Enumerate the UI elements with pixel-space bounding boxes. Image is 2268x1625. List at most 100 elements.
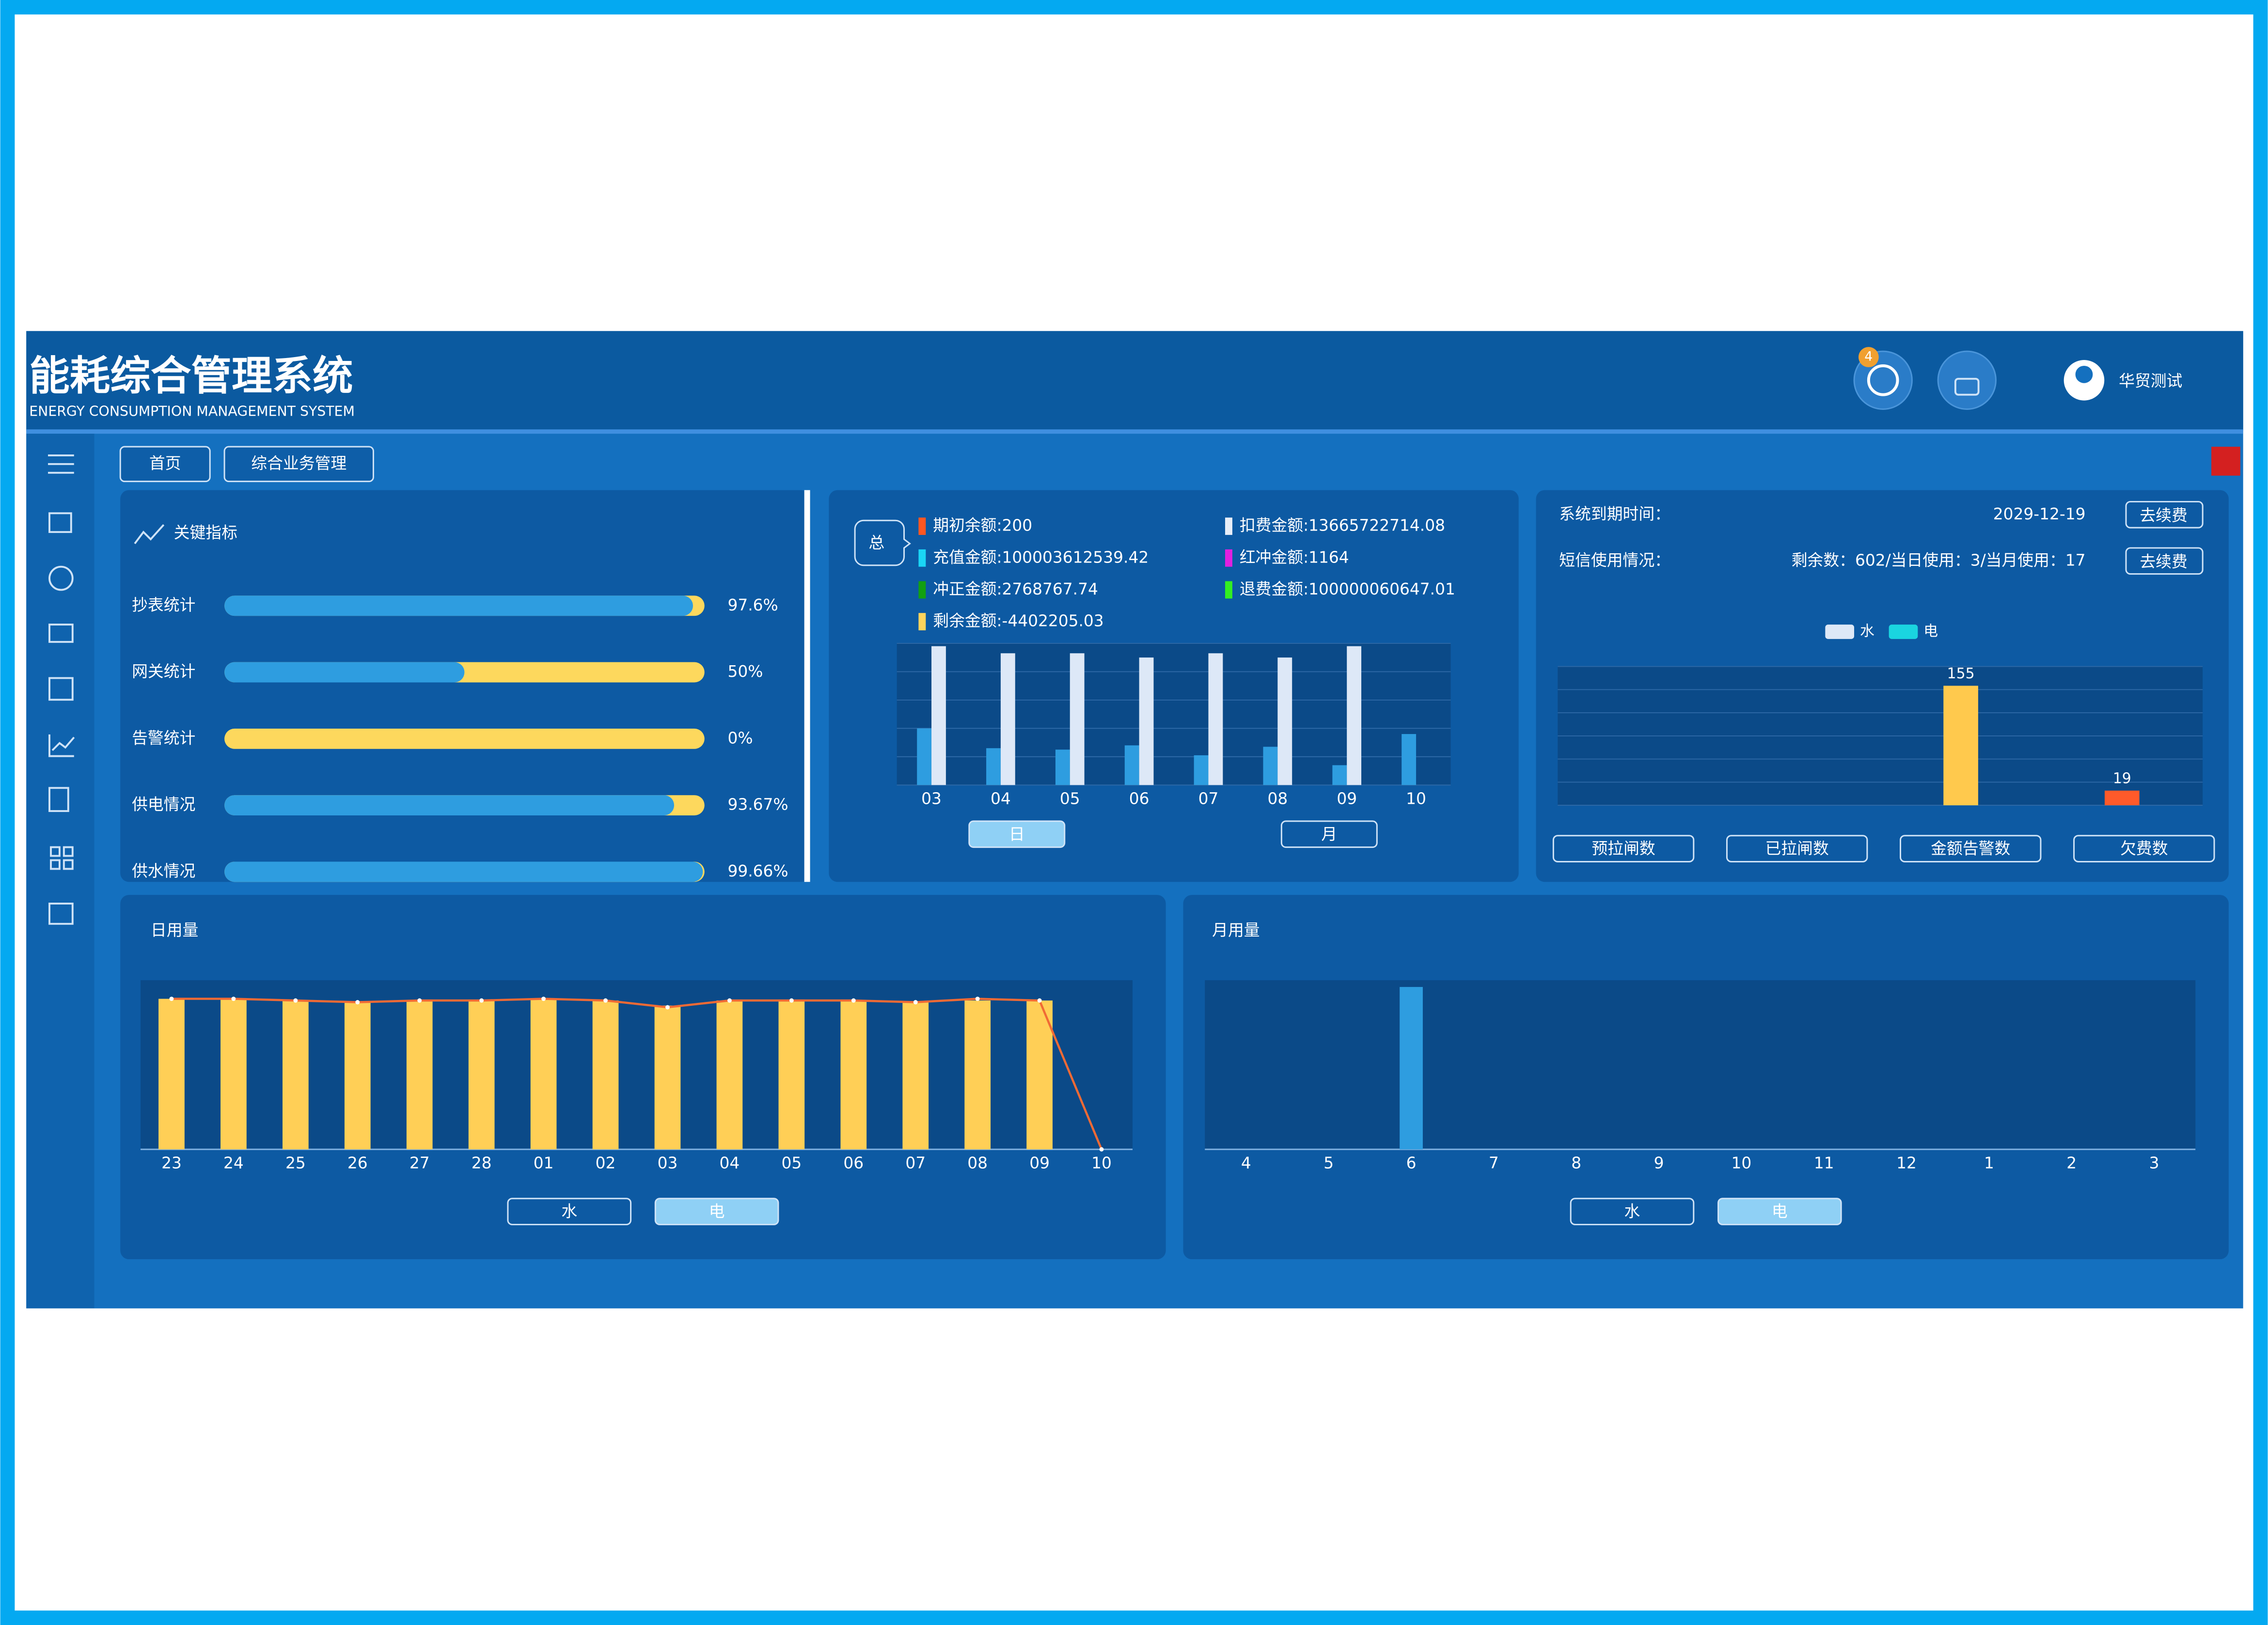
- bar: [406, 1000, 433, 1150]
- x-tick-label: 09: [1337, 790, 1357, 808]
- toggle-button[interactable]: [654, 1198, 779, 1225]
- lock-button[interactable]: [1937, 350, 1997, 410]
- x-tick-label: 7: [1489, 1154, 1499, 1172]
- indicator-bar: [224, 595, 693, 616]
- renew-button[interactable]: [2125, 547, 2204, 575]
- x-tick-label: 08: [1267, 790, 1288, 808]
- legend-swatch: [1225, 517, 1232, 535]
- nav-icon[interactable]: [48, 512, 72, 533]
- plot-area: [1205, 980, 2196, 1150]
- legend-label: 期初余额:200: [933, 516, 1032, 535]
- toggle-button[interactable]: [1900, 835, 2042, 862]
- nav-icon[interactable]: [48, 734, 75, 757]
- x-tick-label: 1: [1984, 1154, 1994, 1172]
- user-name[interactable]: 华贸测试: [2119, 372, 2182, 390]
- indicator-track: [224, 728, 705, 749]
- renew-label[interactable]: 去续费: [2140, 552, 2187, 571]
- bar: [1400, 987, 1423, 1150]
- line-point: [541, 997, 546, 1001]
- x-tick-label: 05: [781, 1154, 802, 1172]
- line-point: [293, 998, 298, 1003]
- trend-icon: [134, 524, 165, 545]
- renew-button[interactable]: [2125, 500, 2204, 529]
- nav-icon[interactable]: [48, 624, 74, 643]
- line-point: [479, 998, 484, 1003]
- toggle-label[interactable]: 电: [709, 1203, 725, 1221]
- legend-swatch: [918, 517, 926, 535]
- bar: [1026, 1000, 1053, 1150]
- toggle-label[interactable]: 已拉闸数: [1765, 840, 1829, 858]
- x-tick-label: 11: [1814, 1154, 1834, 1172]
- nav-icon[interactable]: [48, 565, 74, 591]
- nav-icon[interactable]: [48, 677, 74, 701]
- legend-swatch: [1889, 625, 1918, 639]
- x-tick-label: 03: [658, 1154, 678, 1172]
- line-point: [603, 998, 608, 1003]
- sidebar-icons: [48, 454, 75, 925]
- close-button[interactable]: [2211, 447, 2240, 476]
- info-value: 剩余数：602/当日使用：3/当月使用：17: [1792, 551, 2086, 569]
- indicator-bar: [224, 861, 703, 882]
- line-point: [851, 998, 856, 1003]
- bar: [1055, 750, 1070, 785]
- bar: [931, 646, 946, 785]
- info-label: 短信使用情况：: [1559, 551, 1670, 569]
- nav-icon[interactable]: [48, 903, 74, 925]
- toggle-label[interactable]: 金额告警数: [1931, 840, 2010, 858]
- line-point: [417, 998, 422, 1003]
- bar: [716, 1000, 743, 1150]
- badge-bubble: [854, 519, 911, 566]
- bar: [1070, 653, 1085, 785]
- lock-icon: [1954, 377, 1980, 396]
- panel: [120, 490, 810, 882]
- bar: [344, 1002, 371, 1150]
- line-point: [789, 998, 794, 1003]
- x-tick-label: 07: [905, 1154, 926, 1172]
- toggle-button[interactable]: [1570, 1198, 1695, 1225]
- toggle-label[interactable]: 电: [1772, 1203, 1788, 1221]
- x-tick-label: 02: [596, 1154, 616, 1172]
- x-tick-label: 09: [1029, 1154, 1050, 1172]
- tab-label[interactable]: 首页: [149, 454, 181, 472]
- toggle-button[interactable]: [1280, 820, 1378, 848]
- toggle-label[interactable]: 预拉闸数: [1591, 840, 1655, 858]
- x-tick-label: 03: [921, 790, 942, 808]
- bar: [840, 1000, 867, 1150]
- toggle-label[interactable]: 水: [1624, 1203, 1640, 1221]
- toggle-label[interactable]: 欠费数: [2120, 840, 2168, 858]
- bar-value: 19: [2113, 770, 2131, 787]
- legend-swatch: [1225, 549, 1232, 567]
- menu-icon[interactable]: [48, 454, 74, 474]
- bar: [1139, 657, 1154, 785]
- nav-icon[interactable]: [48, 787, 69, 812]
- bar: [592, 1000, 619, 1150]
- tab[interactable]: [119, 446, 211, 483]
- bar: [1263, 747, 1278, 785]
- tab-label[interactable]: 综合业务管理: [251, 454, 346, 472]
- toggle-button[interactable]: [1717, 1198, 1842, 1225]
- toggle-label[interactable]: 水: [561, 1203, 577, 1221]
- toggle-label[interactable]: 月: [1321, 825, 1337, 844]
- renew-label[interactable]: 去续费: [2140, 506, 2187, 525]
- avatar-head: [2075, 365, 2093, 383]
- toggle-button[interactable]: [968, 820, 1066, 848]
- toggle-button[interactable]: [1726, 835, 1868, 862]
- toggle-button[interactable]: [507, 1198, 632, 1225]
- x-tick-label: 10: [1406, 790, 1426, 808]
- x-tick-label: 4: [1241, 1154, 1251, 1172]
- toggle-button[interactable]: [2073, 835, 2215, 862]
- scrollbar[interactable]: [804, 490, 810, 882]
- tab[interactable]: [223, 446, 374, 483]
- x-tick-label: 26: [347, 1154, 368, 1172]
- x-tick-label: 06: [1129, 790, 1150, 808]
- toggle-label[interactable]: 日: [1009, 825, 1025, 844]
- bar-value: 155: [1947, 665, 1975, 682]
- line: [171, 998, 1103, 1150]
- toggle-button[interactable]: [1552, 835, 1695, 862]
- indicator-label: 告警统计: [132, 729, 195, 747]
- x-tick-label: 10: [1091, 1154, 1112, 1172]
- bar: [1332, 765, 1347, 785]
- nav-icon[interactable]: [50, 846, 74, 870]
- x-tick-label: 06: [843, 1154, 864, 1172]
- bar: [2105, 790, 2140, 806]
